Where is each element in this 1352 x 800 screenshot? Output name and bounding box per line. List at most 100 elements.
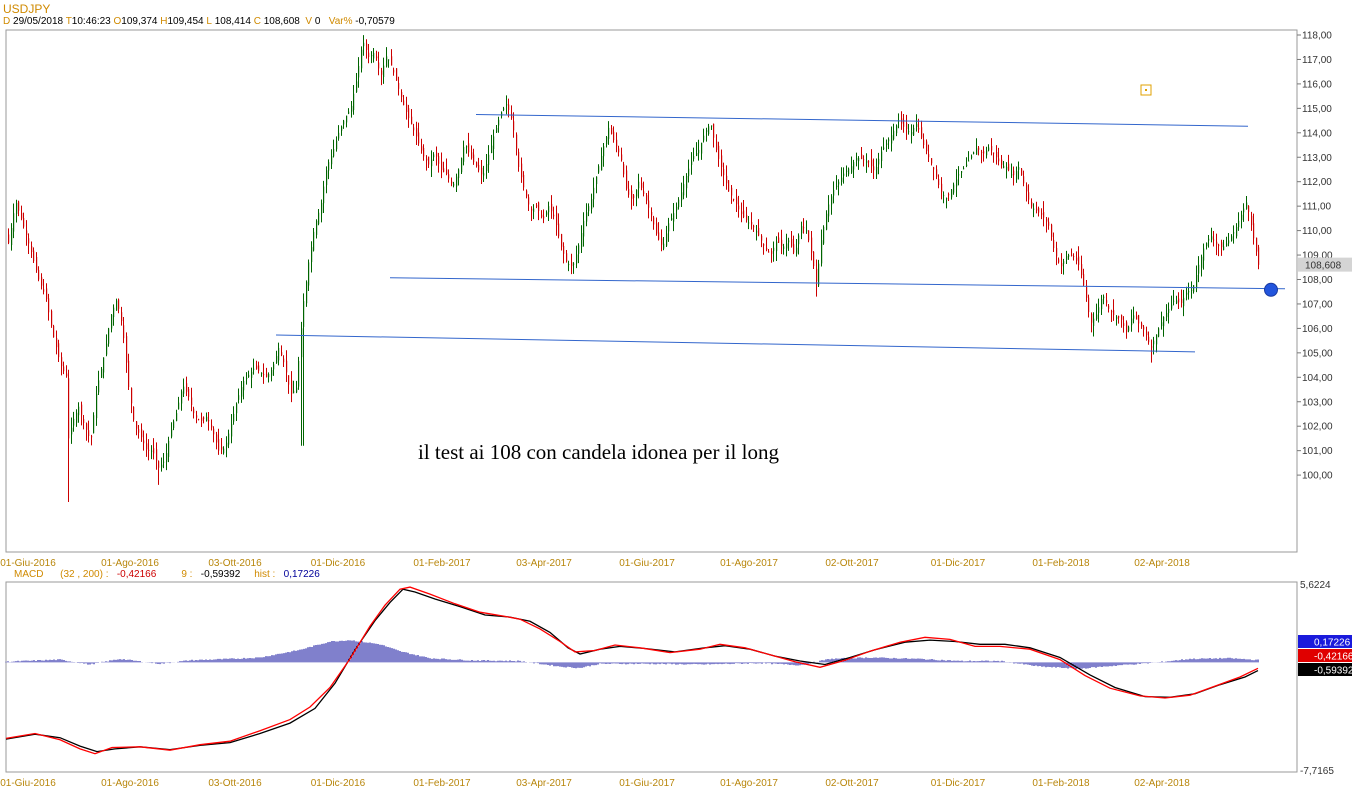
candle-body bbox=[1073, 256, 1075, 258]
date-tick-label: 01-Giu-2016 bbox=[0, 778, 56, 789]
candle-body bbox=[241, 387, 243, 397]
marker-layer[interactable] bbox=[1264, 282, 1278, 297]
candle-body bbox=[148, 449, 150, 451]
candle-body bbox=[456, 176, 458, 187]
price-tick-label: 100,00 bbox=[1302, 471, 1333, 482]
candle-body bbox=[1226, 243, 1228, 247]
candle-body bbox=[781, 239, 783, 246]
candle-body bbox=[921, 127, 923, 138]
candle-body bbox=[1163, 316, 1165, 327]
candle-body bbox=[708, 126, 710, 135]
candle-body bbox=[406, 104, 408, 113]
orange-square-marker[interactable] bbox=[1140, 84, 1152, 96]
candle-body bbox=[1246, 202, 1248, 209]
candle-body bbox=[451, 181, 453, 184]
candle-body bbox=[206, 416, 208, 422]
price-tick-label: 111,00 bbox=[1302, 202, 1332, 213]
candle-body bbox=[378, 62, 380, 69]
candle-body bbox=[43, 289, 45, 292]
candle-body bbox=[133, 406, 135, 420]
candle-body bbox=[641, 182, 643, 188]
date-tick-label: 03-Apr-2017 bbox=[516, 778, 572, 789]
candle-body bbox=[1236, 226, 1238, 237]
candle-body bbox=[536, 205, 538, 207]
candle-body bbox=[143, 440, 145, 444]
candle-body bbox=[81, 404, 83, 415]
candle-body bbox=[713, 123, 715, 138]
candle-body bbox=[888, 139, 890, 142]
candle-body bbox=[793, 244, 795, 253]
candle-body bbox=[1141, 323, 1143, 327]
candlestick-series bbox=[8, 35, 1260, 502]
candle-body bbox=[1003, 165, 1005, 169]
candle-body bbox=[233, 413, 235, 422]
candle-body bbox=[1016, 171, 1018, 180]
candle-body bbox=[1256, 237, 1258, 252]
candle-body bbox=[178, 402, 180, 410]
candle-body bbox=[476, 162, 478, 167]
candle-body bbox=[706, 130, 708, 132]
small-inner-dot bbox=[1145, 89, 1147, 91]
candle-body bbox=[338, 132, 340, 139]
candle-body bbox=[286, 360, 288, 373]
candle-body bbox=[63, 366, 65, 372]
candle-body bbox=[146, 443, 148, 450]
candle-body bbox=[543, 216, 545, 219]
candle-body bbox=[101, 368, 103, 378]
candle-body bbox=[363, 42, 365, 47]
candle-body bbox=[783, 246, 785, 249]
candle-body bbox=[273, 364, 275, 370]
candle-body bbox=[841, 177, 843, 182]
candle-body bbox=[603, 146, 605, 157]
candle-body bbox=[571, 262, 573, 267]
candle-body bbox=[936, 169, 938, 177]
candle-body bbox=[716, 141, 718, 150]
candle-body bbox=[468, 143, 470, 153]
last-price-value: 108,608 bbox=[1305, 261, 1342, 272]
candle-body bbox=[356, 81, 358, 92]
candle-body bbox=[163, 461, 165, 463]
candle-body bbox=[268, 374, 270, 378]
candle-body bbox=[1143, 326, 1145, 330]
macd-header: MACD (32 , 200) : -0,42166 9 : -0,59392 … bbox=[14, 569, 320, 580]
candle-body bbox=[893, 130, 895, 140]
low-value: 108,414 bbox=[214, 16, 251, 27]
signal-line bbox=[5, 588, 1259, 753]
volume-label: V bbox=[305, 16, 313, 27]
candle-body bbox=[1091, 313, 1093, 323]
candle-body bbox=[1161, 322, 1163, 327]
date-tick-label: 01-Dic-2016 bbox=[311, 778, 366, 789]
date-value: 29/05/2018 bbox=[13, 16, 64, 27]
candle-body bbox=[168, 440, 170, 457]
candle-body bbox=[626, 170, 628, 189]
candle-body bbox=[18, 201, 20, 211]
candle-body bbox=[1086, 285, 1088, 298]
candle-body bbox=[606, 137, 608, 145]
date-tick-label: 02-Apr-2018 bbox=[1134, 558, 1190, 569]
candle-body bbox=[411, 116, 413, 125]
close-value: 108,608 bbox=[263, 16, 300, 27]
candle-body bbox=[408, 108, 410, 119]
candle-body bbox=[761, 235, 763, 241]
candle-body bbox=[811, 237, 813, 253]
hist-label: hist : bbox=[254, 569, 276, 580]
candle-body bbox=[653, 217, 655, 225]
candle-body bbox=[838, 181, 840, 185]
candle-body bbox=[156, 449, 158, 461]
candle-body bbox=[1213, 239, 1215, 241]
candle-body bbox=[873, 166, 875, 171]
candle-body bbox=[488, 154, 490, 165]
date-axis-price: 01-Giu-2016 01-Ago-2016 03-Ott-2016 01-Dic-… bbox=[0, 558, 1190, 569]
candle-body bbox=[66, 373, 68, 377]
candle-body bbox=[911, 131, 913, 135]
signal-value: -0,59392 bbox=[200, 569, 241, 580]
candle-body bbox=[1166, 312, 1168, 318]
candle-body bbox=[266, 373, 268, 377]
price-tick-label: 106,00 bbox=[1302, 324, 1333, 335]
candle-body bbox=[516, 134, 518, 149]
candle-body bbox=[493, 136, 495, 150]
candle-body bbox=[1203, 248, 1205, 261]
trendlines[interactable] bbox=[275, 113, 1286, 353]
candle-body bbox=[218, 439, 220, 451]
